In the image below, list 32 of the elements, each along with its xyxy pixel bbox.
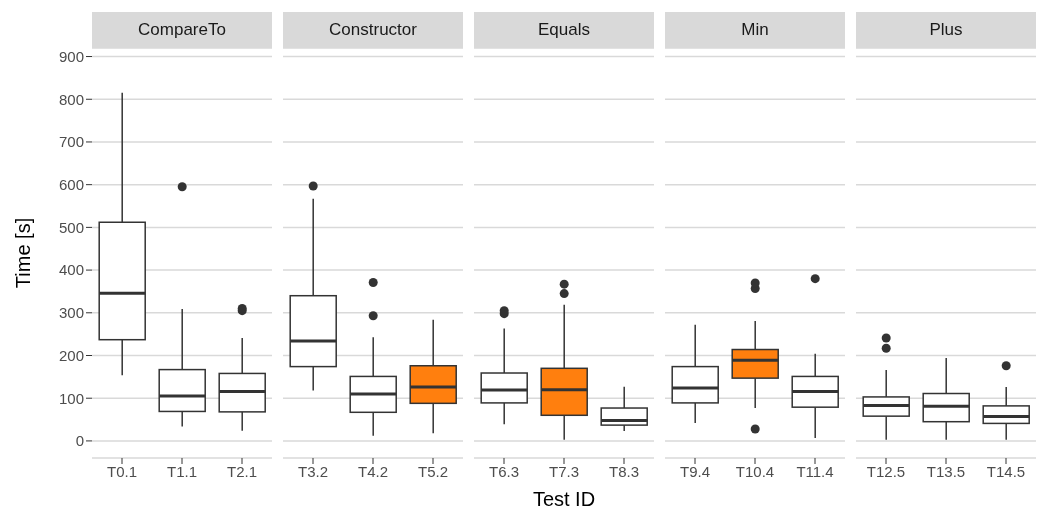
x-axis-title: Test ID — [531, 488, 597, 511]
y-tick-label: 700 — [58, 133, 84, 151]
y-tick-label: 300 — [58, 304, 84, 322]
y-tick-label: 800 — [58, 90, 84, 108]
x-tick-label: T7.3 — [548, 462, 580, 480]
y-tick-label: 100 — [58, 389, 84, 407]
x-tick-label: T1.1 — [166, 462, 198, 480]
chart-title: Min — [665, 12, 845, 48]
y-tick-label: 0 — [75, 432, 84, 450]
x-tick-label: T2.1 — [226, 462, 258, 480]
x-tick-label: T13.5 — [926, 462, 966, 480]
y-tick-label: 500 — [58, 218, 84, 236]
x-tick-label: T14.5 — [986, 462, 1026, 480]
x-tick-label: T9.4 — [679, 462, 711, 480]
x-tick-label: T8.3 — [608, 462, 640, 480]
x-tick-label: T5.2 — [417, 462, 449, 480]
y-axis-title: Time [s] — [11, 217, 35, 289]
x-tick-label: T11.4 — [796, 462, 834, 480]
chart-title: Equals — [474, 12, 654, 48]
y-tick-label: 900 — [58, 47, 84, 65]
x-tick-label: T3.2 — [297, 462, 329, 480]
chart-title: CompareTo — [92, 12, 272, 48]
y-tick-label: 400 — [58, 261, 84, 279]
x-tick-label: T10.4 — [735, 462, 775, 480]
y-tick-label: 600 — [58, 175, 84, 193]
x-tick-label: T0.1 — [106, 462, 138, 480]
x-tick-label: T6.3 — [488, 462, 520, 480]
y-tick-label: 200 — [58, 346, 84, 364]
chart-title: Constructor — [283, 12, 463, 48]
x-tick-label: T12.5 — [866, 462, 906, 480]
chart-title: Plus — [856, 12, 1036, 48]
x-tick-label: T4.2 — [357, 462, 389, 480]
